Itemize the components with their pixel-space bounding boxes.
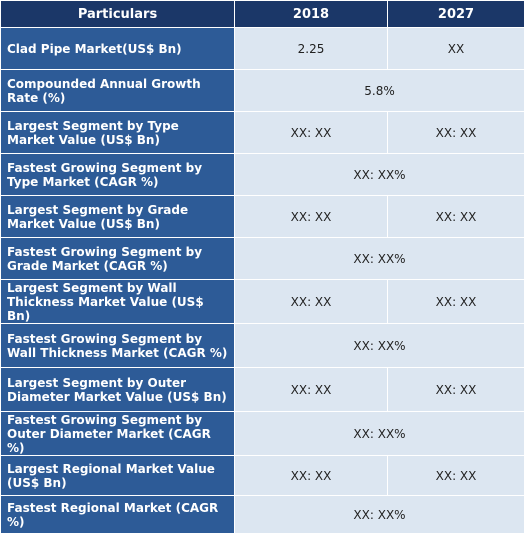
row-label: Fastest Regional Market (CAGR %) <box>0 495 235 534</box>
value-2018: XX: XX <box>234 279 388 324</box>
value-2018: 2.25 <box>234 27 388 70</box>
merged-value: XX: XX% <box>234 237 524 280</box>
value-2027: XX: XX <box>387 455 524 496</box>
merged-value: XX: XX% <box>234 495 524 534</box>
row-label: Largest Segment by Outer Diameter Market… <box>0 367 235 412</box>
value-2027: XX: XX <box>387 367 524 412</box>
header-row: Particulars 2018 2027 <box>0 0 524 28</box>
merged-value: 5.8% <box>234 69 524 112</box>
table-row: Fastest Growing Segment by Outer Diamete… <box>0 411 524 456</box>
value-2027: XX: XX <box>387 195 524 238</box>
header-particulars: Particulars <box>0 0 235 28</box>
table-row: Fastest Regional Market (CAGR %) XX: XX% <box>0 495 524 534</box>
header-year-2027: 2027 <box>387 0 524 28</box>
header-year-2018: 2018 <box>234 0 388 28</box>
table-row: Largest Segment by Type Market Value (US… <box>0 111 524 154</box>
value-2027: XX: XX <box>387 111 524 154</box>
row-label: Largest Segment by Wall Thickness Market… <box>0 279 235 324</box>
row-label: Fastest Growing Segment by Wall Thicknes… <box>0 323 235 368</box>
table-row: Fastest Growing Segment by Wall Thicknes… <box>0 323 524 368</box>
table-row: Largest Segment by Wall Thickness Market… <box>0 279 524 324</box>
value-2018: XX: XX <box>234 111 388 154</box>
merged-value: XX: XX% <box>234 411 524 456</box>
row-label: Largest Segment by Grade Market Value (U… <box>0 195 235 238</box>
row-label: Fastest Growing Segment by Type Market (… <box>0 153 235 196</box>
merged-value: XX: XX% <box>234 323 524 368</box>
merged-value: XX: XX% <box>234 153 524 196</box>
row-label: Fastest Growing Segment by Outer Diamete… <box>0 411 235 456</box>
value-2018: XX: XX <box>234 195 388 238</box>
table-row: Clad Pipe Market(US$ Bn) 2.25 XX <box>0 27 524 70</box>
table-row: Largest Segment by Outer Diameter Market… <box>0 367 524 412</box>
row-label: Fastest Growing Segment by Grade Market … <box>0 237 235 280</box>
value-2018: XX: XX <box>234 367 388 412</box>
table-row: Largest Regional Market Value (US$ Bn) X… <box>0 455 524 496</box>
value-2027: XX <box>387 27 524 70</box>
value-2027: XX: XX <box>387 279 524 324</box>
table-row: Largest Segment by Grade Market Value (U… <box>0 195 524 238</box>
row-label: Compounded Annual Growth Rate (%) <box>0 69 235 112</box>
row-label: Clad Pipe Market(US$ Bn) <box>0 27 235 70</box>
row-label: Largest Regional Market Value (US$ Bn) <box>0 455 235 496</box>
row-label: Largest Segment by Type Market Value (US… <box>0 111 235 154</box>
table-row: Fastest Growing Segment by Type Market (… <box>0 153 524 196</box>
value-2018: XX: XX <box>234 455 388 496</box>
table-row: Compounded Annual Growth Rate (%) 5.8% <box>0 69 524 112</box>
table-row: Fastest Growing Segment by Grade Market … <box>0 237 524 280</box>
